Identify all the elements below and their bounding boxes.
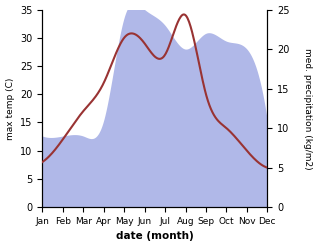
Y-axis label: max temp (C): max temp (C) [5,77,15,140]
X-axis label: date (month): date (month) [116,231,194,242]
Y-axis label: med. precipitation (kg/m2): med. precipitation (kg/m2) [303,48,313,169]
